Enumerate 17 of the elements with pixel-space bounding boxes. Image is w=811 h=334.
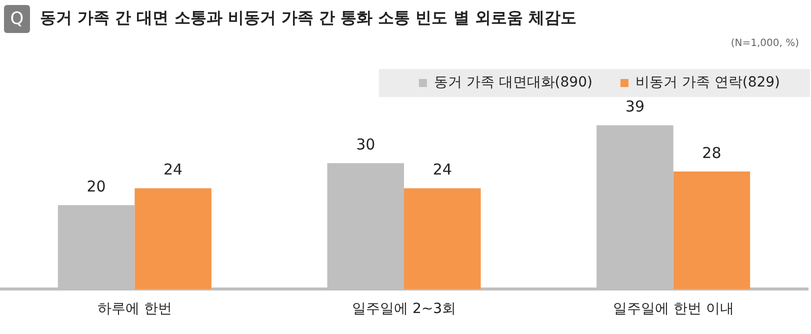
data-label: 30 xyxy=(356,135,376,154)
x-tick-label: 일주일에 한번 이내 xyxy=(612,301,734,318)
bar xyxy=(404,188,481,290)
x-tick-label: 하루에 한번 xyxy=(97,301,172,318)
x-tick-label: 일주일에 2~3회 xyxy=(352,301,456,318)
data-label: 28 xyxy=(702,144,722,162)
legend-label: 동거 가족 대면대화(890) xyxy=(434,74,592,91)
chart-title: 동거 가족 간 대면 소통과 비동거 가족 간 통화 소통 빈도 별 외로움 체감도 xyxy=(40,8,576,29)
bar xyxy=(673,171,750,290)
data-label: 24 xyxy=(432,160,452,179)
data-label: 20 xyxy=(86,178,106,196)
text: Q xyxy=(4,5,30,33)
text: (N=1,000, %) xyxy=(730,38,799,49)
legend-label: 비동거 가족 연락(829) xyxy=(635,74,780,91)
bar xyxy=(134,188,212,290)
data-label: 24 xyxy=(164,160,183,179)
data-label: 39 xyxy=(625,98,644,116)
